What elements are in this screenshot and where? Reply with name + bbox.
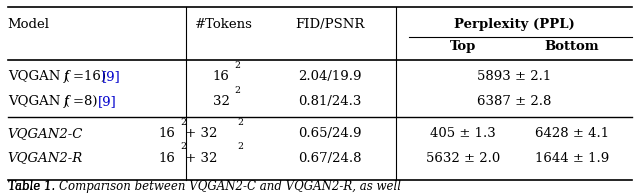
Text: Top: Top [450,40,477,53]
Text: =16): =16) [74,70,111,83]
Text: VQGAN (: VQGAN ( [8,95,70,108]
Text: 2: 2 [237,142,243,151]
Text: Bottom: Bottom [545,40,599,53]
Text: 1644 ± 1.9: 1644 ± 1.9 [534,152,609,165]
Text: 6428 ± 4.1: 6428 ± 4.1 [534,127,609,140]
Text: Table 1.: Table 1. [8,180,55,193]
Text: #Tokens: #Tokens [195,18,253,31]
Text: 32: 32 [212,95,230,108]
Text: 0.67/24.8: 0.67/24.8 [298,152,362,165]
Text: 0.81/24.3: 0.81/24.3 [298,95,361,108]
Text: 2: 2 [180,118,186,127]
Text: FID/PSNR: FID/PSNR [295,18,364,31]
Text: [9]: [9] [102,70,121,83]
Text: 5893 ± 2.1: 5893 ± 2.1 [477,70,552,83]
Text: 16: 16 [159,127,175,140]
Text: 0.65/24.9: 0.65/24.9 [298,127,362,140]
Text: 2: 2 [234,86,240,95]
Text: VQGAN (: VQGAN ( [8,70,70,83]
Text: VQGAN2-C: VQGAN2-C [8,127,83,140]
Text: f: f [64,95,68,108]
Text: 5632 ± 2.0: 5632 ± 2.0 [426,152,500,165]
Text: [9]: [9] [99,95,117,108]
Text: Perplexity (PPL): Perplexity (PPL) [454,18,575,31]
Text: 2.04/19.9: 2.04/19.9 [298,70,362,83]
Text: 2: 2 [180,142,186,151]
Text: =8): =8) [74,95,102,108]
Text: 2: 2 [237,118,243,127]
Text: 6387 ± 2.8: 6387 ± 2.8 [477,95,552,108]
Text: 16: 16 [159,152,175,165]
Text: 16: 16 [212,70,230,83]
Text: Table 1. Comparison between VQGAN2-C and VQGAN2-R, as well: Table 1. Comparison between VQGAN2-C and… [8,180,401,193]
Text: f: f [64,70,68,83]
Text: 2: 2 [234,61,240,70]
Text: + 32: + 32 [180,152,217,165]
Text: + 32: + 32 [180,127,217,140]
Text: Model: Model [8,18,50,31]
Text: VQGAN2-R: VQGAN2-R [8,152,83,165]
Text: 405 ± 1.3: 405 ± 1.3 [431,127,496,140]
